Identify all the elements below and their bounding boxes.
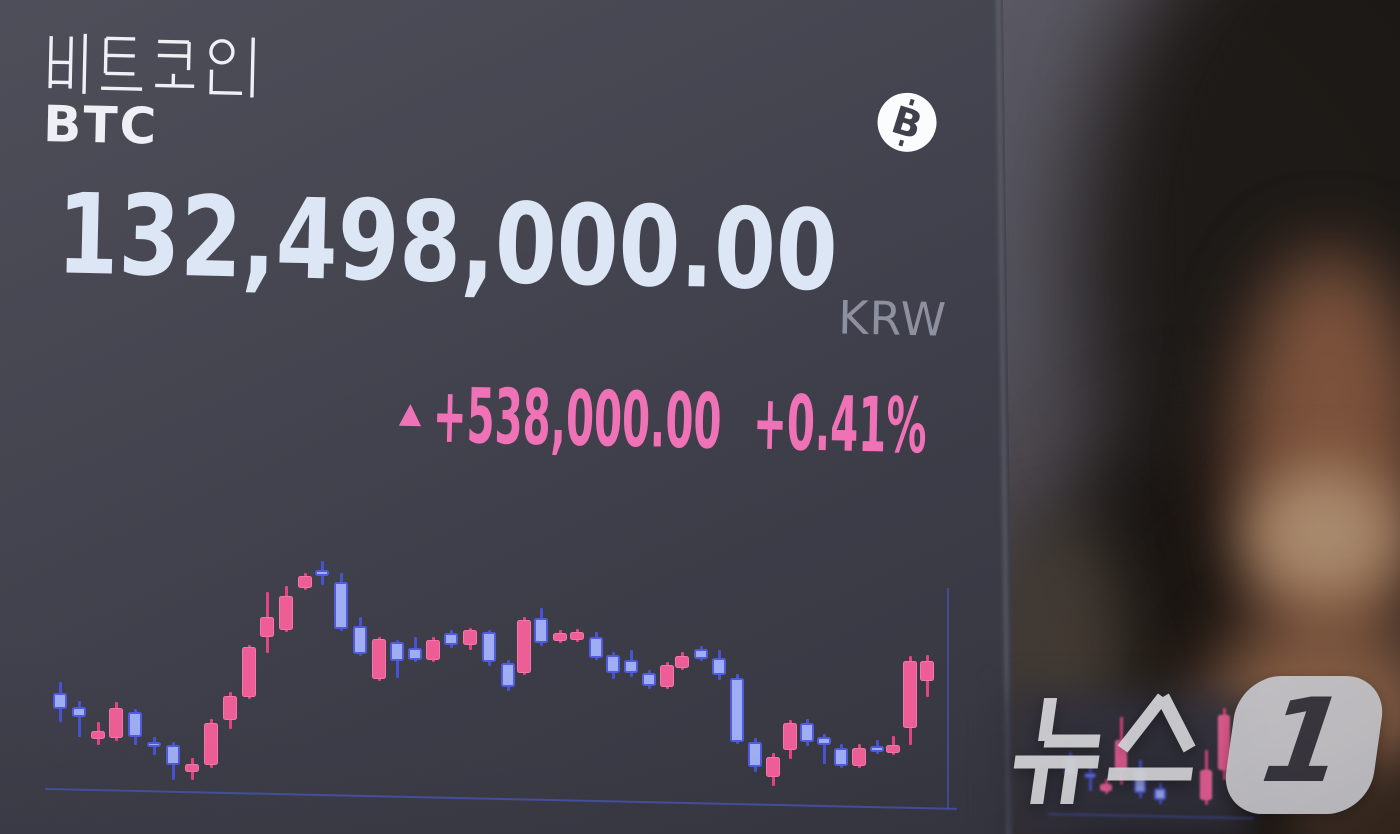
chart-y-axis (947, 588, 949, 809)
coin-name-korean: 비트코인 (45, 31, 258, 102)
watermark-glyph-nyu (1003, 690, 1112, 814)
coin-name-korean-glyphs (48, 33, 255, 98)
blurred-person-face-highlight (1250, 468, 1400, 603)
ticker-header: 비트코인 BTC 132,498,000.00 KRW +538,000.00 … (43, 31, 948, 470)
watermark-badge-numeral: 1 (1254, 674, 1355, 809)
blurred-person-face (1235, 250, 1400, 680)
watermark-glyph-seu (1098, 692, 1209, 800)
watermark-badge-1: 1 (1220, 674, 1388, 814)
